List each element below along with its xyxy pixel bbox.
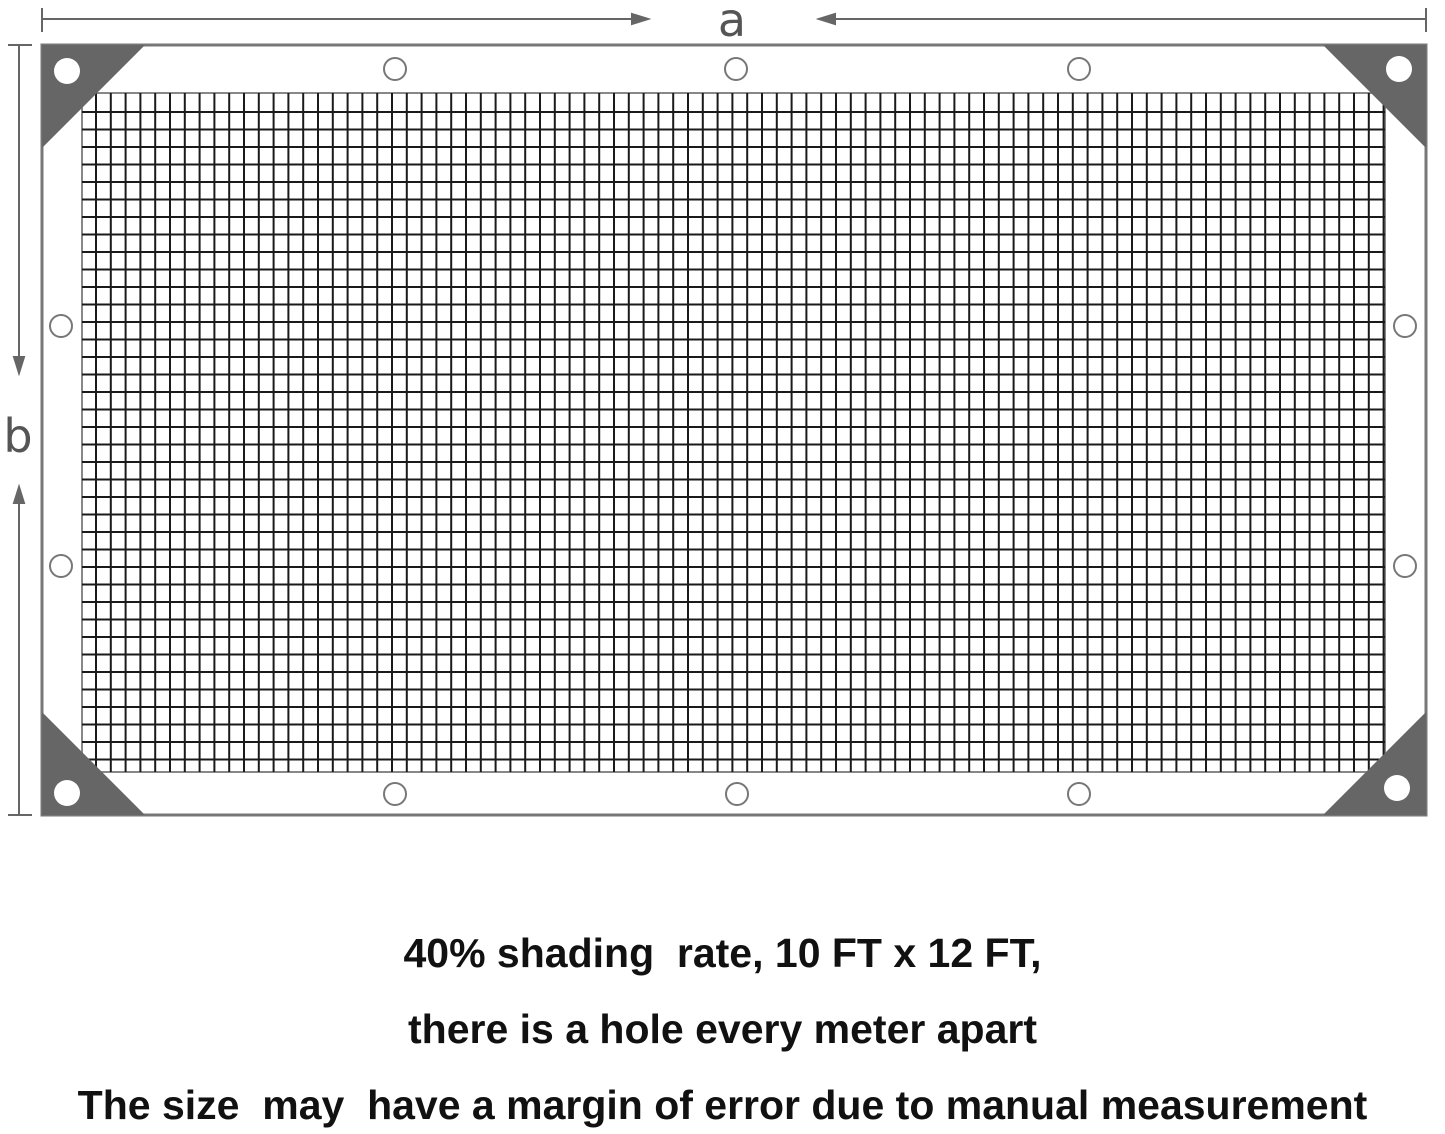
grommet-hole — [1393, 554, 1417, 578]
grommet-hole — [383, 782, 407, 806]
grommet-hole — [49, 314, 73, 338]
arrow-right-icon — [631, 12, 652, 26]
mesh-border — [81, 92, 1386, 773]
dimension-a-label: a — [718, 0, 746, 47]
grommet-hole — [1393, 314, 1417, 338]
grommet-hole — [724, 57, 748, 81]
arrow-left-icon — [815, 12, 836, 26]
grommets — [49, 57, 1417, 806]
caption-line-3: The size may have a margin of error due … — [77, 1082, 1368, 1128]
dimension-b — [8, 44, 32, 816]
caption-line-2: there is a hole every meter apart — [408, 1006, 1037, 1052]
grommet-hole — [49, 554, 73, 578]
grommet-hole — [1067, 57, 1091, 81]
corner-patches — [42, 45, 1426, 815]
caption-line-1: 40% shading rate, 10 FT x 12 FT, — [403, 930, 1042, 976]
grommet-hole — [383, 57, 407, 81]
net-frame — [40, 43, 1428, 817]
corner-grommet — [54, 58, 80, 84]
grommet-hole — [725, 782, 749, 806]
arrow-down-icon — [12, 356, 26, 377]
dimension-b-label: b — [3, 409, 32, 463]
corner-grommet — [54, 780, 80, 806]
corner-grommet — [1384, 775, 1410, 801]
grommet-hole — [1067, 782, 1091, 806]
shade-net-diagram: a b — [3, 0, 1428, 817]
mesh-grid — [82, 93, 1385, 772]
arrow-up-icon — [12, 483, 26, 504]
dimension-a — [41, 8, 1427, 32]
corner-grommet — [1386, 56, 1412, 82]
